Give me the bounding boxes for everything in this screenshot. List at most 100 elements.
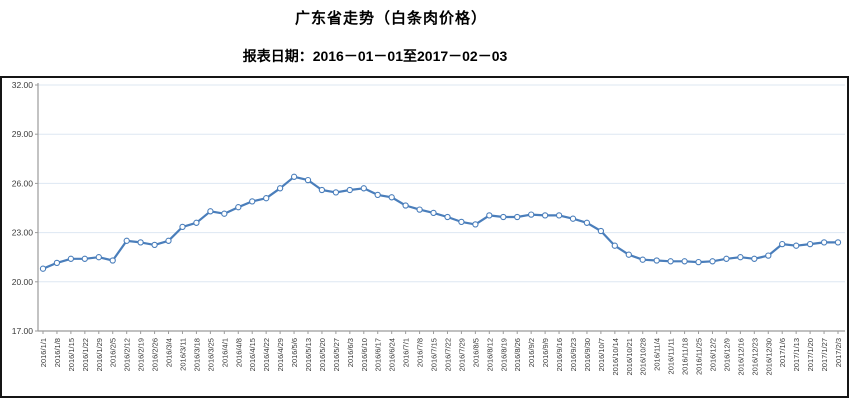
data-point-marker <box>374 191 381 199</box>
data-point-marker <box>221 210 228 217</box>
data-point-marker <box>263 195 270 202</box>
x-axis-label: 2016/11/25 <box>695 338 704 375</box>
x-axis-label: 2016/5/13 <box>304 338 313 371</box>
x-axis-label: 2016/4/22 <box>262 338 271 371</box>
data-point-marker <box>137 239 144 246</box>
data-point-marker <box>779 240 786 248</box>
data-point-marker <box>765 252 772 259</box>
x-axis-label: 2016/6/3 <box>346 338 355 367</box>
x-axis-label: 2016/7/29 <box>457 338 466 371</box>
price-trend-line-chart: 17.00 20.00 23.00 26.00 29.00 32.00 2016/1/1 20… <box>12 80 845 376</box>
data-point-marker <box>486 212 493 219</box>
x-axis-label: 2016/4/29 <box>276 338 285 371</box>
data-point-marker <box>235 204 242 211</box>
chart-title: 广东省走势（白条肉价格） <box>294 10 487 27</box>
data-point-marker <box>276 185 284 192</box>
x-axis-label: 2016/6/10 <box>360 338 369 371</box>
x-axis-label: 2016/2/19 <box>137 338 146 371</box>
x-axis-label: 2016/8/26 <box>513 338 522 371</box>
data-point-marker <box>793 242 800 249</box>
x-axis-label: 2016/8/12 <box>485 338 494 371</box>
x-axis-label: 2017/1/20 <box>806 338 815 371</box>
x-axis-label: 2016/12/2 <box>708 338 717 371</box>
x-axis-label: 2016/2/5 <box>109 338 118 367</box>
data-point-marker <box>304 176 312 184</box>
data-point-marker <box>360 185 367 192</box>
x-axis-label: 2016/4/8 <box>234 338 243 367</box>
x-axis-label: 2016/10/21 <box>625 338 634 376</box>
data-point-marker <box>193 219 200 226</box>
data-point-marker <box>667 258 674 265</box>
data-point-marker <box>179 223 186 231</box>
data-point-marker <box>318 186 326 194</box>
x-axis-label: 2016/12/16 <box>736 338 745 376</box>
data-point-marker <box>541 212 549 219</box>
data-point-marker <box>109 257 116 264</box>
x-axis-label: 2016/12/23 <box>750 338 759 376</box>
x-axis-label: 2016/1/1 <box>39 338 48 367</box>
data-point-marker <box>528 211 535 218</box>
data-point-marker <box>249 198 256 205</box>
data-point-marker <box>416 206 423 213</box>
x-axis-label: 2016/8/19 <box>499 338 508 371</box>
y-axis-label: 26.00 <box>12 178 34 188</box>
x-axis-label: 2016/6/17 <box>374 338 383 371</box>
data-point-marker <box>290 173 298 180</box>
x-axis-label: 2016/10/14 <box>611 338 620 376</box>
data-point-marker <box>500 213 507 221</box>
price-line <box>41 175 840 270</box>
x-axis-label: 2017/1/27 <box>820 338 829 371</box>
x-axis-label: 2016/9/30 <box>583 338 592 371</box>
x-axis-label: 2016/1/22 <box>81 338 90 371</box>
data-point-marker <box>834 239 842 246</box>
x-axis-label: 2016/5/27 <box>332 338 341 371</box>
data-point-marker <box>695 258 702 266</box>
x-axis-label: 2016/3/11 <box>178 338 187 371</box>
x-axis-label: 2016/6/24 <box>388 338 397 371</box>
x-axis-label: 2016/9/16 <box>555 338 564 371</box>
data-point-marker <box>388 194 395 201</box>
x-axis-label: 2016/3/18 <box>192 338 201 371</box>
data-point-marker <box>583 219 591 226</box>
x-axis-label: 2016/5/20 <box>318 338 327 371</box>
y-axis-label: 20.00 <box>12 277 34 287</box>
data-point-marker <box>723 255 730 262</box>
data-point-marker <box>597 227 605 235</box>
data-point-marker <box>207 208 214 215</box>
data-point-marker <box>806 240 814 248</box>
y-axis-label: 29.00 <box>12 129 34 139</box>
x-axis-label: 2016/1/29 <box>95 338 104 371</box>
data-point-marker <box>81 255 88 262</box>
x-axis-label: 2016/10/28 <box>639 338 648 376</box>
x-axis-label: 2016/3/25 <box>206 338 215 371</box>
data-point-marker <box>569 215 577 222</box>
x-axis-label: 2016/9/2 <box>527 338 536 367</box>
y-axis-label: 17.00 <box>12 326 34 336</box>
x-axis-label: 2016/4/15 <box>248 338 257 371</box>
data-point-marker <box>430 209 437 217</box>
data-point-marker <box>514 213 521 221</box>
data-point-marker <box>123 237 130 244</box>
data-point-marker <box>472 221 479 228</box>
data-point-marker <box>737 254 744 261</box>
x-axis-label: 2016/7/15 <box>430 338 439 371</box>
x-axis-label: 2016/10/7 <box>597 338 606 371</box>
x-axis-label: 2016/2/12 <box>123 338 132 371</box>
data-point-marker <box>681 258 688 265</box>
data-point-marker <box>165 237 172 244</box>
x-axis-label: 2016/8/5 <box>471 338 480 367</box>
data-point-marker <box>67 255 75 262</box>
data-point-marker <box>95 254 102 261</box>
data-point-marker <box>611 242 618 249</box>
x-axis-label: 2016/1/15 <box>67 338 76 371</box>
x-axis-label: 2016/11/18 <box>681 338 690 375</box>
x-axis-label: 2016/7/22 <box>443 338 452 371</box>
data-point-marker <box>639 256 646 263</box>
x-axis-label: 2016/9/9 <box>541 338 550 367</box>
data-point-marker <box>444 213 451 221</box>
x-axis-label: 2017/1/6 <box>778 338 787 367</box>
data-point-marker <box>625 251 632 258</box>
x-axis-label: 2016/4/1 <box>220 338 229 367</box>
y-axis-label: 32.00 <box>12 80 34 90</box>
